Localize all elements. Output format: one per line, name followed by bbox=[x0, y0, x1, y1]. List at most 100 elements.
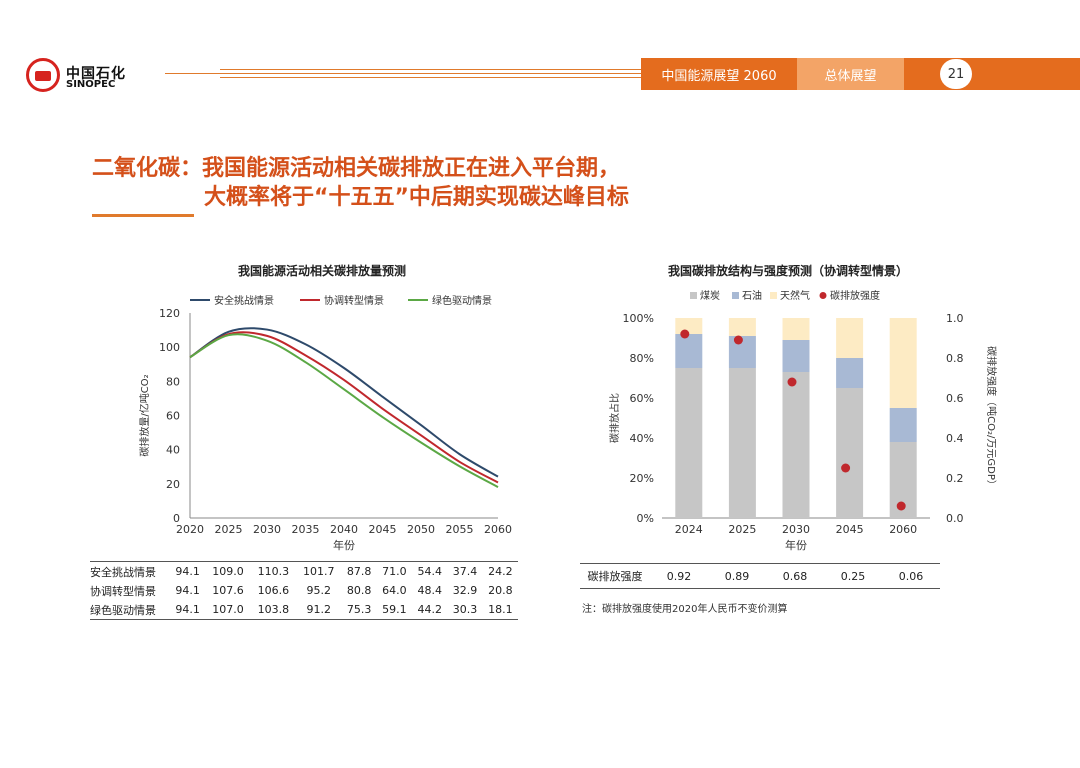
x-tick-label: 2030 bbox=[782, 523, 810, 536]
table-cell: 91.2 bbox=[306, 603, 332, 616]
bar-segment bbox=[782, 372, 810, 518]
table-cell: 87.8 bbox=[346, 565, 372, 578]
bar-chart-title: 我国碳排放结构与强度预测（协调转型情景） bbox=[668, 264, 909, 278]
series-line bbox=[189, 331, 499, 484]
y-tick-label: 20% bbox=[630, 472, 654, 485]
bar-segment bbox=[836, 318, 864, 358]
table-row: 协调转型情景 94.1 107.6 106.6 95.2 80.8 64.0 48.4 32.9… bbox=[90, 581, 518, 600]
y-tick-label: 60 bbox=[166, 410, 180, 423]
legend-label: 绿色驱动情景 bbox=[432, 294, 492, 307]
table-cell: 109.0 bbox=[212, 565, 244, 578]
y-tick-label: 100% bbox=[623, 312, 654, 325]
y-tick-label: 80 bbox=[166, 375, 180, 388]
table-cell: 59.1 bbox=[382, 603, 407, 616]
bar-segment bbox=[675, 318, 703, 334]
row-label: 碳排放强度 bbox=[587, 570, 643, 583]
intensity-point bbox=[841, 463, 851, 473]
page-title-line1: 二氧化碳：我国能源活动相关碳排放正在进入平台期， bbox=[92, 156, 621, 181]
table-cell: 94.1 bbox=[175, 603, 200, 616]
intensity-point bbox=[787, 377, 797, 387]
x-tick-label: 2025 bbox=[215, 523, 243, 536]
table-cell: 0.92 bbox=[666, 569, 692, 583]
series-line bbox=[189, 333, 499, 488]
header-rule bbox=[220, 77, 641, 78]
y2-tick-label: 1.0 bbox=[946, 312, 964, 325]
bar-segment bbox=[782, 340, 810, 372]
y-tick-label: 60% bbox=[630, 392, 654, 405]
bar-segment bbox=[728, 368, 756, 518]
table-cell: 94.1 bbox=[175, 565, 200, 578]
table-cell: 0.68 bbox=[782, 569, 808, 583]
table-cell: 107.0 bbox=[212, 603, 244, 616]
table-cell: 48.4 bbox=[417, 584, 442, 597]
x-tick-label: 2024 bbox=[675, 523, 703, 536]
bar-segment bbox=[889, 408, 917, 442]
page-number: 21 bbox=[940, 59, 972, 89]
intensity-point bbox=[896, 501, 906, 511]
header-rule bbox=[220, 69, 641, 70]
y-tick-label: 80% bbox=[630, 352, 654, 365]
header-rule bbox=[165, 73, 641, 74]
row-label: 绿色驱动情景 bbox=[90, 603, 156, 617]
legend-swatch bbox=[819, 292, 827, 299]
legend-swatch bbox=[770, 292, 777, 299]
footnote: 注：碳排放强度使用2020年人民币不变价测算 bbox=[582, 604, 788, 615]
series-line bbox=[189, 327, 499, 478]
title-underline bbox=[92, 214, 194, 217]
table-cell: 44.2 bbox=[417, 603, 442, 616]
bar-segment bbox=[836, 358, 864, 388]
bar-segment bbox=[675, 334, 703, 368]
legend-label: 煤炭 bbox=[700, 289, 720, 302]
bar-chart: 0% 20% 40% 60% 80% 100% 0.0 0.2 0.4 0.6 0.8 1.0 碳排放占… bbox=[608, 289, 998, 552]
bar-segment bbox=[836, 388, 864, 518]
y-tick-label: 20 bbox=[166, 478, 180, 491]
sinopec-logo-icon bbox=[26, 58, 60, 92]
table-cell: 0.25 bbox=[840, 569, 866, 583]
page-title-line2: 大概率将于“十五五”中后期实现碳达峰目标 bbox=[204, 185, 629, 210]
x-tick-label: 2060 bbox=[889, 523, 917, 536]
x-axis-label: 年份 bbox=[333, 538, 355, 552]
y2-tick-label: 0.4 bbox=[946, 432, 964, 445]
table-cell: 75.3 bbox=[346, 603, 372, 616]
table-cell: 106.6 bbox=[257, 584, 290, 597]
table-cell: 103.8 bbox=[257, 603, 290, 616]
y-tick-label: 120 bbox=[159, 307, 180, 320]
bar-segment bbox=[889, 318, 917, 408]
table-cell: 0.06 bbox=[898, 569, 924, 583]
bar-chart-data-table: 碳排放强度 0.92 0.89 0.68 0.25 0.06 bbox=[580, 563, 940, 589]
legend-label: 天然气 bbox=[780, 289, 810, 302]
x-tick-label: 2040 bbox=[330, 523, 358, 536]
x-axis-label: 年份 bbox=[785, 538, 807, 552]
table-cell: 37.4 bbox=[452, 565, 478, 578]
y2-tick-label: 0.6 bbox=[946, 392, 964, 405]
table-cell: 101.7 bbox=[303, 565, 335, 578]
table-cell: 71.0 bbox=[382, 565, 407, 578]
legend-label: 协调转型情景 bbox=[324, 294, 384, 307]
logo-text-en: SINOPEC bbox=[66, 79, 116, 90]
y2-tick-label: 0.8 bbox=[946, 352, 964, 365]
table-row: 碳排放强度 0.92 0.89 0.68 0.25 0.06 bbox=[580, 564, 940, 589]
y-axis-label: 碳排放量/亿吨CO₂ bbox=[138, 374, 151, 456]
table-row: 绿色驱动情景 94.1 107.0 103.8 91.2 75.3 59.1 44.2 30.3… bbox=[90, 600, 518, 620]
x-tick-label: 2030 bbox=[253, 523, 281, 536]
y2-tick-label: 0.0 bbox=[946, 512, 964, 525]
y-tick-label: 100 bbox=[159, 341, 180, 354]
table-cell: 30.3 bbox=[452, 603, 478, 616]
x-tick-label: 2035 bbox=[292, 523, 320, 536]
line-chart-data-table: 安全挑战情景 94.1 109.0 110.3 101.7 87.8 71.0 54.4 37.… bbox=[90, 561, 518, 620]
intensity-point bbox=[680, 329, 690, 339]
table-row: 安全挑战情景 94.1 109.0 110.3 101.7 87.8 71.0 54.4 37.… bbox=[90, 562, 518, 582]
bar-segment bbox=[728, 318, 756, 336]
legend-label: 安全挑战情景 bbox=[214, 294, 274, 307]
y2-axis-label: 碳排放强度（吨CO₂/万元GDP） bbox=[985, 346, 998, 490]
x-tick-label: 2060 bbox=[484, 523, 512, 536]
row-label: 协调转型情景 bbox=[90, 584, 156, 598]
table-cell: 20.8 bbox=[488, 584, 513, 597]
y2-tick-label: 0.2 bbox=[946, 472, 964, 485]
x-tick-label: 2055 bbox=[446, 523, 474, 536]
y-tick-label: 40% bbox=[630, 432, 654, 445]
x-tick-label: 2045 bbox=[369, 523, 397, 536]
y-tick-label: 0 bbox=[173, 512, 180, 525]
table-cell: 107.6 bbox=[212, 584, 244, 597]
